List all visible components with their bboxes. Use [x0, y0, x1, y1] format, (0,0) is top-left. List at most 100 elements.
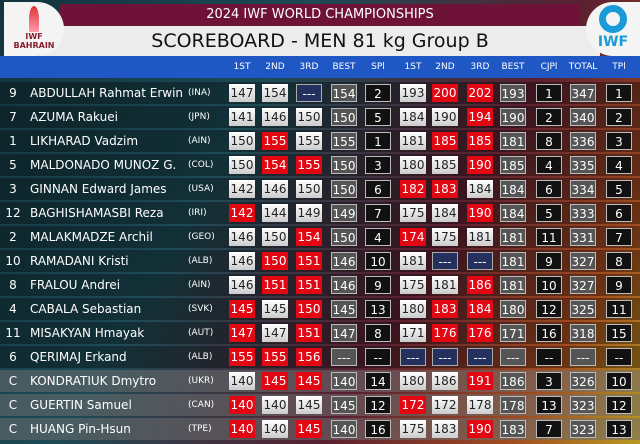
- score-cell: 154: [262, 156, 288, 174]
- score-cell: 172: [432, 396, 458, 414]
- athlete-name: MALDONADO MUNOZ G.: [30, 158, 177, 172]
- score-cell: 154: [262, 84, 288, 102]
- country-code: (TPE): [188, 424, 212, 434]
- score-cell: 182: [400, 180, 426, 198]
- score-cell: ---: [500, 348, 526, 366]
- lot-number: 3: [9, 182, 17, 196]
- table-row[interactable]: C GUERTIN Samuel (CAN) 140 140 145 145 12 172 172…: [0, 394, 640, 416]
- score-cell: 155: [296, 156, 322, 174]
- table-row[interactable]: 8 FRALOU Andrei (AIN) 146 151 151 146 9 175 181 18…: [0, 274, 640, 296]
- score-cell: 10: [536, 276, 562, 294]
- score-cell: 140: [229, 372, 255, 390]
- score-cell: 150: [296, 180, 322, 198]
- score-cell: 150: [262, 228, 288, 246]
- score-cell: 175: [400, 276, 426, 294]
- score-cell: 181: [467, 228, 493, 246]
- score-cell: 1: [606, 84, 632, 102]
- score-cell: 194: [467, 108, 493, 126]
- table-row[interactable]: 10 RAMADANI Kristi (ALB) 146 150 151 146 10 181-…: [0, 250, 640, 272]
- table-row[interactable]: 5 MALDONADO MUNOZ G. (COL) 150 154 155 150 3 180…: [0, 154, 640, 176]
- score-cell: 145: [296, 372, 322, 390]
- athlete-name: RAMADANI Kristi: [30, 254, 129, 268]
- column-header: 1ST: [233, 62, 251, 72]
- scoreboard-header: 2024 IWF WORLD CHAMPIONSHIPS SCOREBOARD …: [0, 0, 640, 56]
- score-cell: 149: [331, 204, 357, 222]
- lot-number: 2: [9, 230, 17, 244]
- score-cell: 13: [536, 396, 562, 414]
- country-code: (INA): [188, 88, 211, 98]
- score-cell: 193: [500, 84, 526, 102]
- score-cell: 145: [262, 300, 288, 318]
- athlete-name: HUANG Pin-Hsun: [30, 422, 131, 436]
- lot-number: C: [8, 422, 18, 436]
- score-cell: 145: [331, 300, 357, 318]
- score-cell: ---: [570, 348, 596, 366]
- score-cell: 181: [400, 252, 426, 270]
- score-cell: ---: [331, 348, 357, 366]
- score-cell: 145: [296, 420, 322, 438]
- score-cell: 186: [467, 276, 493, 294]
- score-cell: 151: [296, 252, 322, 270]
- score-cell: 145: [229, 300, 255, 318]
- score-cell: 185: [432, 132, 458, 150]
- score-cell: ---: [467, 252, 493, 270]
- score-cell: 323: [570, 396, 596, 414]
- score-cell: 147: [229, 84, 255, 102]
- table-row[interactable]: 6 QERIMAJ Erkand (ALB) 155 155 156 --- -- --- ---…: [0, 346, 640, 368]
- table-row[interactable]: 9 ABDULLAH Rahmat Erwin (INA) 147 154 --- 154 2…: [0, 82, 640, 104]
- score-cell: 333: [570, 204, 596, 222]
- score-cell: 175: [432, 228, 458, 246]
- score-cell: 184: [432, 204, 458, 222]
- score-cell: 6: [365, 180, 391, 198]
- athlete-name: FRALOU Andrei: [30, 278, 121, 292]
- column-header: 2ND: [265, 62, 285, 72]
- page-title: SCOREBOARD - MEN 81 kg Group B: [40, 26, 600, 56]
- score-cell: 334: [570, 180, 596, 198]
- score-cell: 183: [500, 420, 526, 438]
- score-cell: 10: [606, 372, 632, 390]
- country-code: (SVK): [188, 304, 213, 314]
- score-cell: 154: [296, 228, 322, 246]
- flame-icon: [29, 6, 39, 32]
- lot-number: 11: [5, 326, 21, 340]
- score-cell: 183: [432, 180, 458, 198]
- country-code: (AIN): [188, 280, 211, 290]
- country-code: (GEO): [188, 232, 215, 242]
- score-cell: 318: [570, 324, 596, 342]
- score-cell: 183: [432, 420, 458, 438]
- column-header: 3RD: [299, 62, 319, 72]
- score-cell: 140: [229, 396, 255, 414]
- score-cell: 181: [500, 252, 526, 270]
- score-cell: 14: [365, 372, 391, 390]
- score-cell: 1: [365, 132, 391, 150]
- score-cell: 3: [536, 372, 562, 390]
- table-row[interactable]: 11 MISAKYAN Hmayak (AUT) 147 147 151 147 8 171 17…: [0, 322, 640, 344]
- score-cell: 171: [400, 324, 426, 342]
- score-cell: 149: [296, 204, 322, 222]
- athlete-name: MISAKYAN Hmayak: [30, 326, 145, 340]
- table-row[interactable]: 4 CABALA Sebastian (SVK) 145 145 150 145 13 180 1…: [0, 298, 640, 320]
- column-header: TOTAL: [568, 62, 598, 72]
- lot-number: 4: [9, 302, 17, 316]
- column-header: BEST: [332, 62, 356, 72]
- score-cell: 4: [606, 156, 632, 174]
- table-row[interactable]: C HUANG Pin-Hsun (TPE) 140 140 145 140 16 175 183…: [0, 418, 640, 440]
- score-cell: 3: [606, 132, 632, 150]
- table-row[interactable]: 1 LIKHARAD Vadzim (AIN) 150 155 155 155 1 181 185…: [0, 130, 640, 152]
- lot-number: 10: [5, 254, 21, 268]
- score-cell: 140: [229, 420, 255, 438]
- table-row[interactable]: 7 AZUMA Rakuei (JPN) 141 146 150 150 5 184 190 194…: [0, 106, 640, 128]
- score-cell: 176: [432, 324, 458, 342]
- table-row[interactable]: 12 BAGHISHAMASBI Reza (IRI) 142 144 149 149 7 17…: [0, 202, 640, 224]
- score-cell: 190: [467, 156, 493, 174]
- table-row[interactable]: 3 GINNAN Edward James (USA) 142 146 150 150 6 18…: [0, 178, 640, 200]
- score-cell: --: [536, 348, 562, 366]
- table-row[interactable]: 2 MALAKMADZE Archil (GEO) 146 150 154 150 4 174 1…: [0, 226, 640, 248]
- lot-number: 6: [9, 350, 17, 364]
- score-cell: 150: [331, 108, 357, 126]
- bahrain-iwf-logo: IWF BAHRAIN: [4, 2, 64, 56]
- score-cell: 12: [606, 396, 632, 414]
- score-cell: 140: [331, 372, 357, 390]
- score-cell: 12: [536, 300, 562, 318]
- table-row[interactable]: C KONDRATIUK Dmytro (UKR) 140 145 145 140 14 180…: [0, 370, 640, 392]
